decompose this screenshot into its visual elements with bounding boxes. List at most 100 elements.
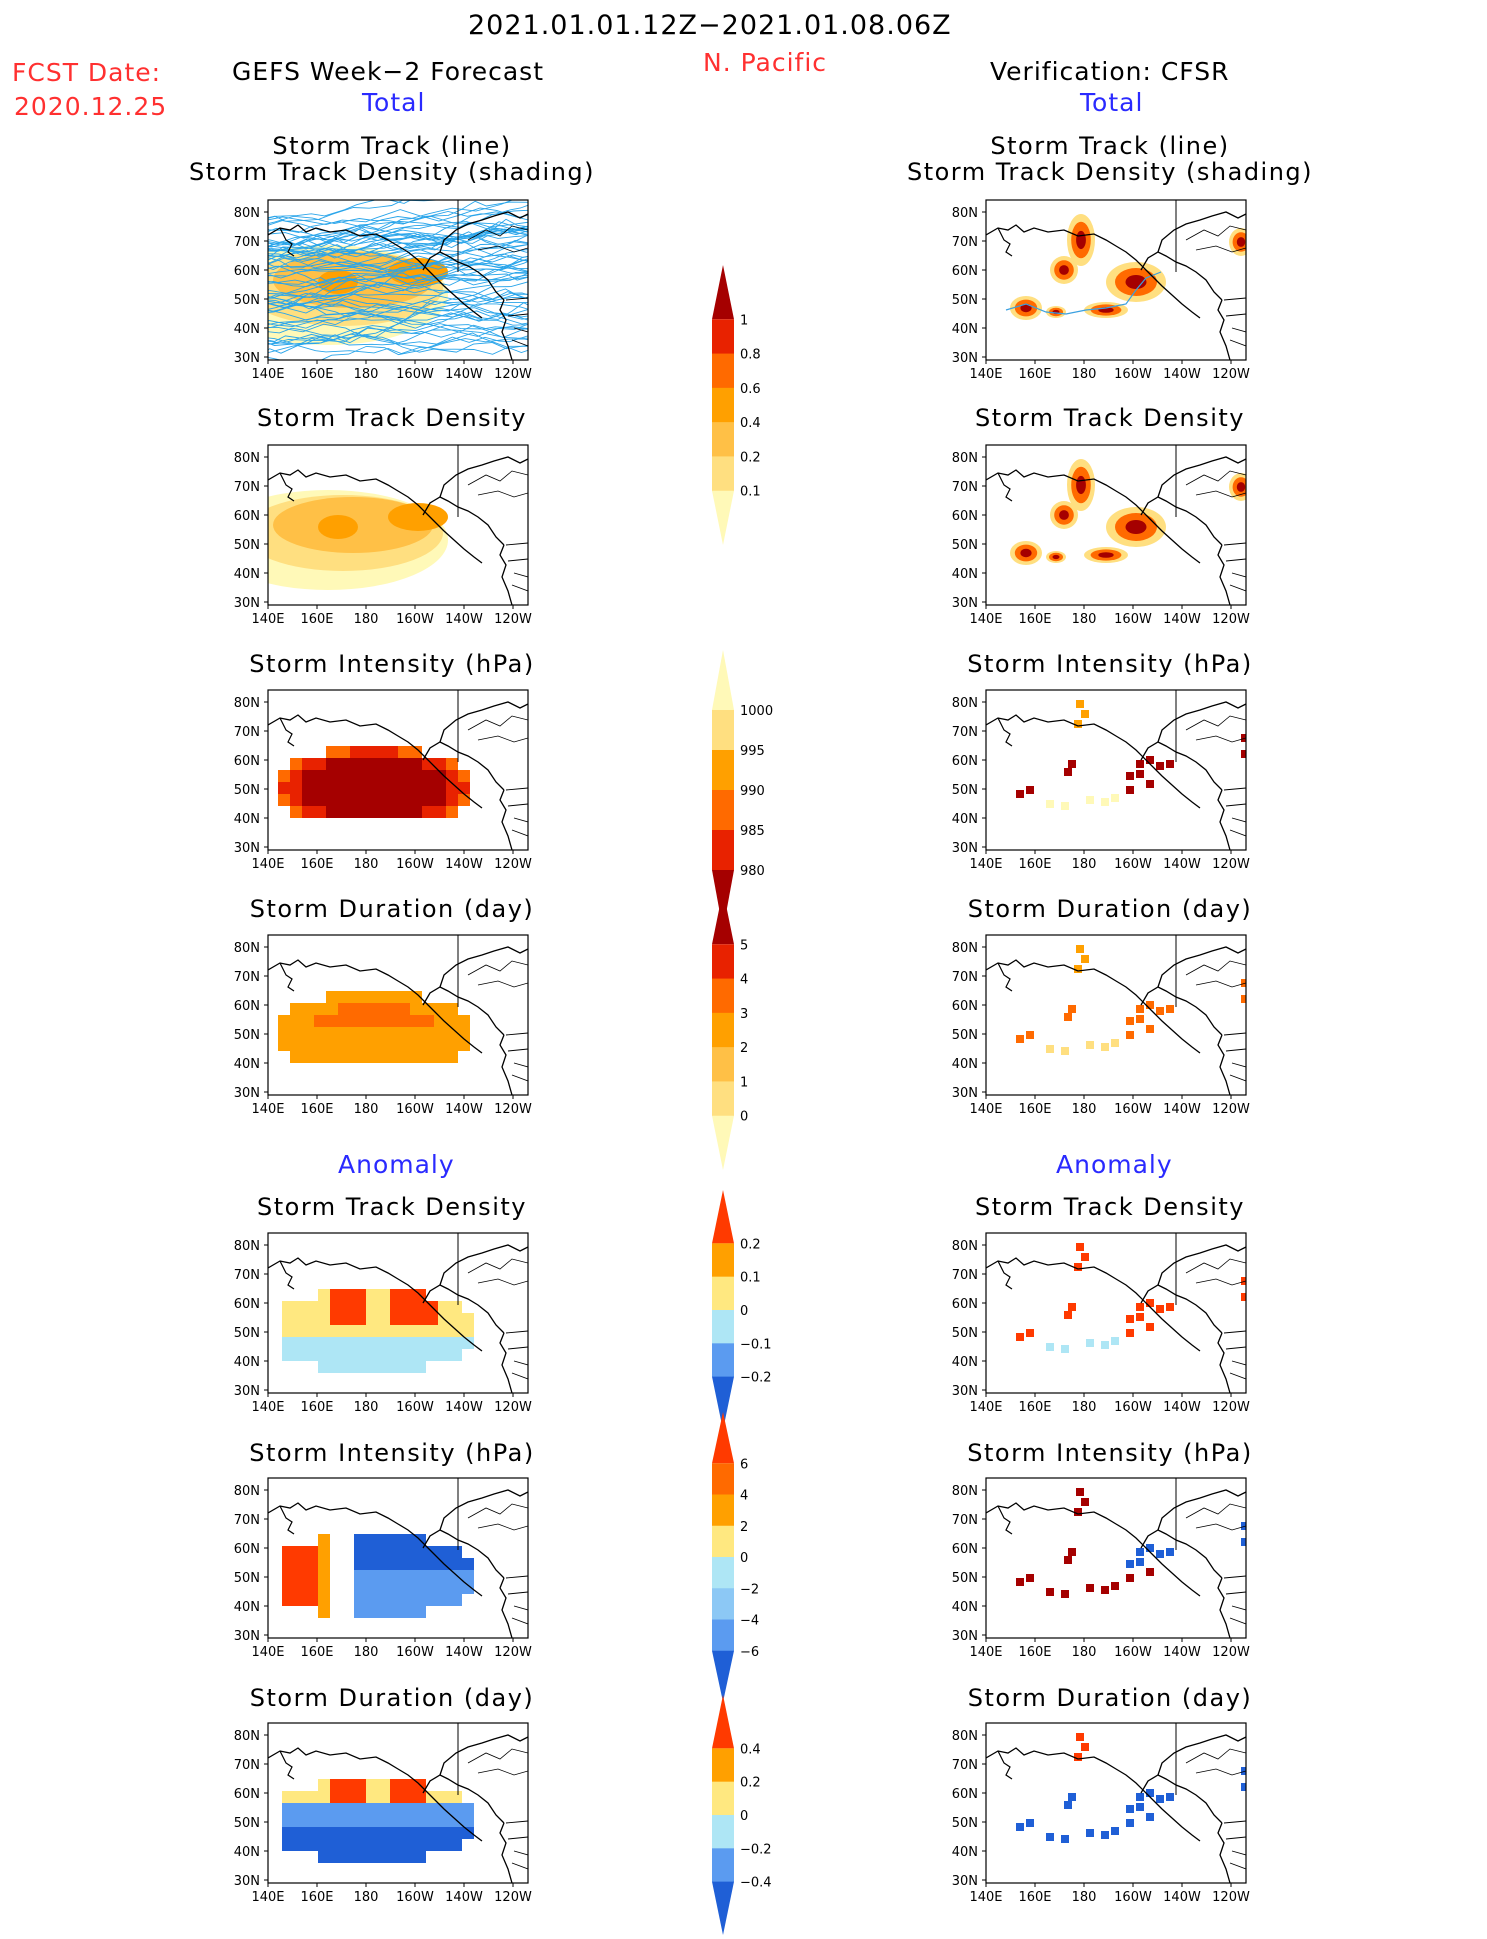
aint-cell — [390, 1534, 402, 1546]
lat-label: 50N — [952, 538, 978, 553]
duration-cell — [278, 1039, 290, 1051]
adur-cell — [378, 1851, 390, 1863]
duration-cell — [1156, 1007, 1164, 1015]
duration-cell — [386, 1027, 398, 1039]
aint-cell — [1126, 1574, 1134, 1582]
intensity-cell — [398, 806, 410, 818]
adens-cell — [342, 1325, 354, 1337]
intensity-cell — [1146, 780, 1154, 788]
intensity-cell — [314, 758, 326, 770]
lon-label: 140E — [251, 1645, 284, 1660]
aint-cell — [330, 1546, 342, 1558]
lat-label: 60N — [952, 1787, 978, 1802]
adens-cell — [306, 1349, 318, 1361]
intensity-cell — [350, 758, 362, 770]
lat-label: 50N — [234, 1571, 260, 1586]
lon-label: 160W — [396, 857, 434, 872]
duration-cell — [338, 1027, 350, 1039]
duration-cell — [326, 1039, 338, 1051]
adens-cell — [1146, 1299, 1154, 1307]
adur-cell — [402, 1827, 414, 1839]
adens-cell — [390, 1337, 402, 1349]
adens-cell — [378, 1337, 390, 1349]
adur-cell — [342, 1815, 354, 1827]
aint-cell — [414, 1558, 426, 1570]
adens-cell — [318, 1361, 330, 1373]
aint-cell — [354, 1546, 366, 1558]
aint-cell — [1241, 1538, 1246, 1546]
lat-label: 40N — [234, 1600, 260, 1615]
lon-label: 160E — [1018, 1102, 1051, 1117]
aint-cell — [1146, 1568, 1154, 1576]
duration-cell — [314, 1015, 326, 1027]
adur-cell — [354, 1827, 366, 1839]
aint-cell — [294, 1594, 306, 1606]
lat-label: 70N — [952, 1268, 978, 1283]
lat-label: 80N — [952, 1484, 978, 1499]
aint-cell — [438, 1570, 450, 1582]
duration-cell — [362, 1051, 374, 1063]
lat-label: 60N — [234, 1542, 260, 1557]
left-panel-duration: 80N 70N 60N 50N 40N 30N 140E 160E 180 160W 140W 120… — [228, 934, 548, 1129]
density-shading — [1076, 475, 1086, 495]
intensity-cell — [362, 782, 374, 794]
adur-cell — [354, 1779, 366, 1791]
colorbar-label: 4 — [740, 1489, 748, 1504]
adens-cell — [366, 1313, 378, 1325]
intensity-cell — [1156, 762, 1164, 770]
adur-cell — [378, 1803, 390, 1815]
intensity-cell — [338, 746, 350, 758]
lat-label: 80N — [952, 451, 978, 466]
adens-cell — [282, 1301, 294, 1313]
aint-cell — [294, 1558, 306, 1570]
aint-cell — [402, 1546, 414, 1558]
lon-label: 140E — [969, 1645, 1002, 1660]
lat-label: 40N — [234, 322, 260, 337]
adur-cell — [294, 1815, 306, 1827]
aint-cell — [354, 1534, 366, 1546]
adur-cell — [342, 1827, 354, 1839]
duration-cell — [410, 1015, 422, 1027]
adens-cell — [450, 1337, 462, 1349]
aint-cell — [294, 1546, 306, 1558]
duration-cell — [446, 1051, 458, 1063]
right-track-shading-title: Storm Track Density (shading) — [906, 158, 1314, 186]
colorbar-swatch — [712, 1494, 734, 1527]
lon-label: 140E — [251, 1102, 284, 1117]
density-shading — [1236, 482, 1246, 492]
aint-cell — [306, 1570, 318, 1582]
intensity-cell — [362, 770, 374, 782]
aint-cell — [342, 1558, 354, 1570]
right-anom-intensity-title: Storm Intensity (hPa) — [967, 1439, 1253, 1467]
adur-cell — [342, 1791, 354, 1803]
aint-cell — [378, 1546, 390, 1558]
duration-cell — [1146, 1025, 1154, 1033]
left-anomaly-label: Anomaly — [338, 1150, 455, 1179]
right-intensity-title: Storm Intensity (hPa) — [967, 650, 1253, 678]
intensity-cell — [434, 782, 446, 794]
intensity-cell — [278, 794, 290, 806]
lat-label: 80N — [234, 1484, 260, 1499]
density-shading — [1020, 548, 1032, 558]
intensity-cell — [386, 794, 398, 806]
colorbar-swatch — [712, 1115, 734, 1170]
intensity-cell — [398, 782, 410, 794]
lon-label: 140W — [445, 367, 483, 382]
duration-cell — [1026, 1031, 1034, 1039]
duration-colorbar-wrap: 5 4 3 2 1 0 — [712, 890, 802, 1174]
intensity-cell — [278, 782, 290, 794]
adur-cell — [342, 1851, 354, 1863]
left-column-title: GEFS Week−2 Forecast — [232, 57, 545, 86]
colorbar-swatch — [712, 265, 734, 320]
lon-label: 160E — [1018, 1890, 1051, 1905]
colorbar-swatch — [712, 1650, 734, 1702]
lon-label: 180 — [354, 1400, 379, 1415]
storm-track-line — [268, 336, 528, 355]
intensity-cell — [362, 746, 374, 758]
colorbar-swatch — [712, 1047, 734, 1082]
adur-cell — [282, 1803, 294, 1815]
duration-cell — [362, 1003, 374, 1015]
intensity-cell — [338, 806, 350, 818]
lon-label: 180 — [1072, 1102, 1097, 1117]
aint-cell — [1064, 1556, 1072, 1564]
